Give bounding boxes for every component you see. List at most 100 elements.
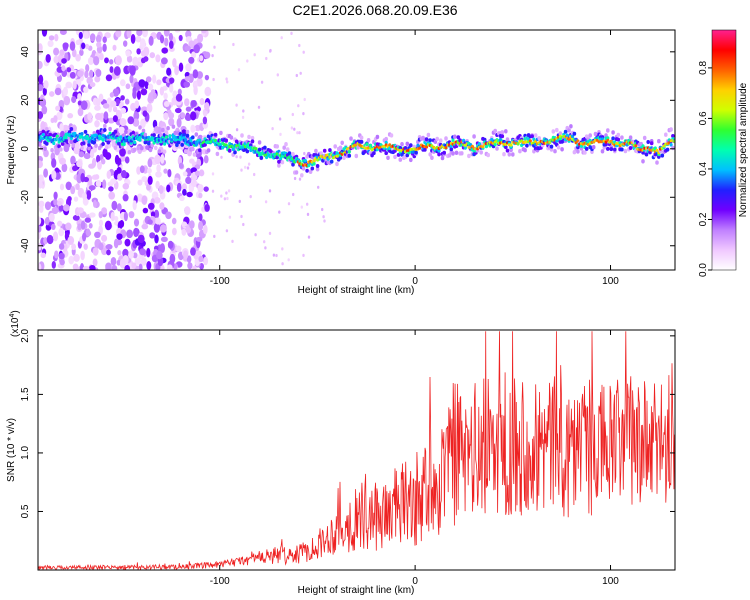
spectrogram-cell (211, 172, 215, 176)
spectrogram-cell (138, 138, 142, 142)
spectrogram-cell (62, 42, 69, 49)
spectrogram-cell (189, 220, 195, 229)
spectrogram-frame (37, 29, 676, 271)
spectrogram-cell (95, 112, 102, 121)
spectrogram-cell (122, 193, 129, 202)
spectrogram-cell (124, 156, 130, 164)
spectrogram-cell (260, 80, 264, 84)
spectrogram-cell (41, 132, 45, 137)
spectrogram-cell (163, 142, 167, 146)
spectrogram-cell (315, 167, 320, 172)
spectrogram-cell (454, 150, 459, 155)
spectrogram-cell (87, 146, 91, 151)
spectrogram-cell (493, 128, 498, 134)
spectrogram-cell (134, 257, 142, 265)
spectrogram-cell (147, 202, 155, 210)
spectrogram-cell (38, 225, 42, 233)
spectrogram-cell (183, 250, 189, 260)
spectrogram-cell (59, 157, 66, 165)
spectrogram-cell (257, 140, 262, 145)
spectrogram-cell (86, 190, 92, 200)
spectrogram-cell (88, 212, 96, 218)
colorbar: 0.0 0.2 0.4 0.6 0.8 Normalized spectral ampl… (698, 29, 749, 277)
spectrogram-cell (137, 179, 143, 186)
spectrogram-cell (175, 143, 179, 147)
spectrogram-cell (368, 143, 372, 148)
spectrogram-cell (628, 135, 633, 140)
spectrogram-cell (333, 144, 338, 149)
spectrogram-cell (178, 34, 183, 42)
spectrogram-cell (409, 157, 413, 163)
spectrogram-cell (168, 112, 175, 119)
y-tick-label: 0 (20, 146, 31, 152)
spectrogram-cell (428, 152, 433, 157)
spectrogram-cell (291, 152, 295, 157)
spectrogram-cell (442, 150, 447, 155)
spectrogram-cell (119, 258, 126, 269)
spectrogram-cell (85, 228, 91, 237)
colorbar-tick-label: 0.0 (698, 263, 709, 277)
spectrogram-cell (122, 183, 130, 190)
spectrogram-cell (235, 128, 239, 132)
spectrogram-cell (518, 149, 522, 154)
spectrogram-cell (159, 243, 166, 254)
spectrogram-cell (104, 145, 109, 150)
spectrogram-cell (533, 133, 538, 138)
spectrogram-cell (268, 189, 272, 193)
spectrogram-cell (118, 126, 125, 134)
spectrogram-cell (641, 159, 645, 164)
spectrogram-cell (38, 160, 43, 169)
spectrogram-cell (572, 131, 577, 136)
spectrogram-cell (405, 141, 410, 146)
spectrogram-cell (138, 79, 146, 88)
spectrogram-cell (302, 112, 305, 116)
spectrogram-cell (136, 30, 143, 37)
spectrogram-cell (98, 219, 104, 227)
spectrogram-cell (180, 112, 186, 119)
spectrogram-cell (264, 246, 267, 250)
spectrogram-cell (281, 247, 284, 251)
spectrogram-cell (365, 142, 369, 146)
spectrogram-cell (43, 237, 48, 245)
spectrogram-cell (128, 211, 135, 219)
spectrogram-cell (43, 168, 49, 178)
spectrogram-cell (523, 148, 527, 153)
spectrogram-cell (154, 154, 161, 165)
spectrogram-cell (78, 151, 85, 158)
spectrogram-cell (606, 136, 610, 140)
spectrogram-cell (613, 147, 617, 152)
spectrogram-cell (265, 155, 269, 160)
spectrogram-cell (72, 80, 77, 90)
spectrogram-cell (354, 153, 359, 159)
y-tick-label: 1.0 (20, 446, 31, 460)
spectrogram-cell (53, 115, 58, 123)
spectrogram-ylabel: Frequency (Hz) (6, 116, 17, 185)
spectrogram-cell (453, 134, 457, 139)
spectrogram-cell (245, 149, 250, 154)
spectrogram-cell (242, 222, 245, 227)
spectrogram-cell (163, 100, 170, 108)
spectrogram-cell (168, 40, 174, 50)
spectrogram-cell (403, 146, 408, 150)
spectrogram-cell (231, 239, 234, 243)
spectrogram-cell (306, 202, 309, 206)
spectrogram-cell (500, 130, 505, 135)
snr-xlabel: Height of straight line (km) (298, 585, 415, 596)
spectrogram-cell (77, 107, 84, 117)
spectrogram-cell (386, 155, 390, 160)
spectrogram-cell (253, 172, 256, 177)
spectrogram-cell (187, 262, 193, 270)
spectrogram-cell (127, 116, 135, 125)
spectrogram-cell (192, 152, 197, 157)
spectrogram-cell (38, 60, 43, 70)
spectrogram-cell (136, 90, 141, 100)
spectrogram-cell (185, 63, 192, 72)
spectrogram-cell (609, 147, 614, 152)
spectrogram-cell (220, 155, 223, 159)
spectrogram-cell (81, 42, 86, 50)
x-tick-label: 100 (602, 576, 619, 587)
spectrogram-cell (113, 238, 119, 249)
spectrogram-cell (203, 51, 211, 59)
spectrogram-cell (103, 111, 109, 120)
spectrogram-cell (83, 30, 89, 39)
